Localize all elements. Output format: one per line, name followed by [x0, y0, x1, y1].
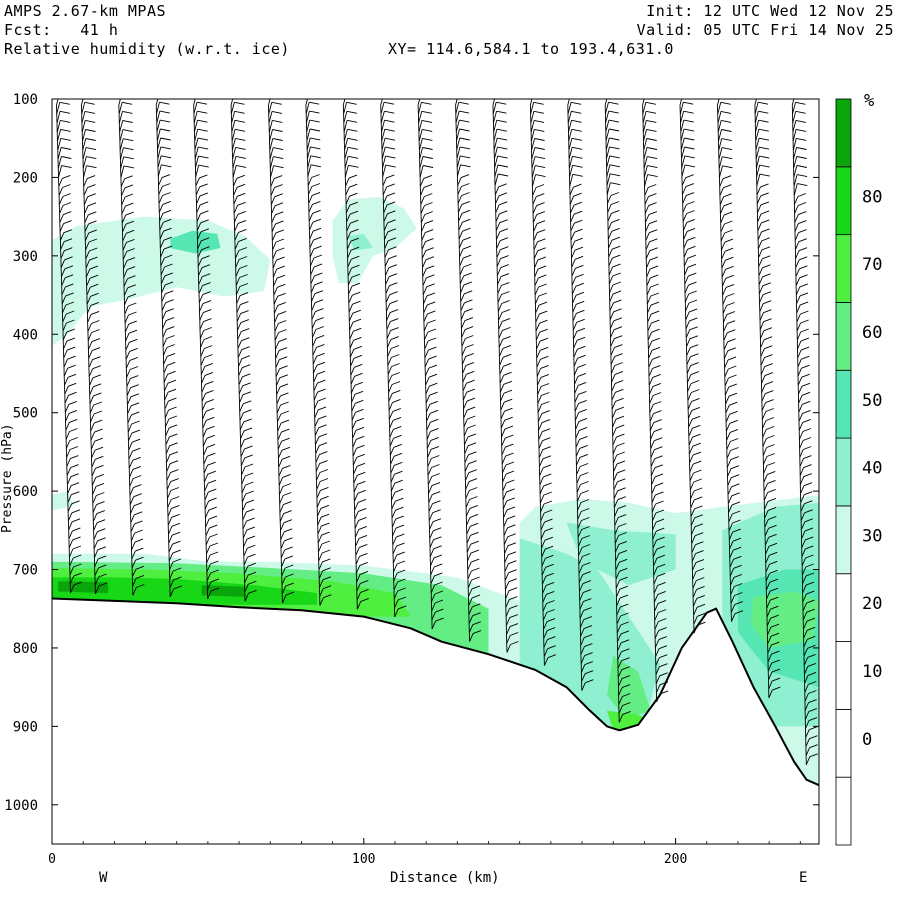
plot-frame — [51, 98, 820, 845]
wind-barb-profile — [642, 99, 669, 702]
colorbar-unit: % — [864, 91, 874, 111]
colorbar-label: 60 — [862, 323, 882, 343]
colorbar-swatch — [835, 641, 852, 710]
y-tick-label: 500 — [13, 406, 38, 422]
wind-barb-profile — [455, 99, 482, 642]
wind-barb-profile — [679, 99, 706, 634]
colorbar-swatch — [835, 573, 852, 642]
x-end-label-east: E — [799, 870, 807, 886]
colorbar-swatch — [835, 234, 852, 303]
x-tick-label: 100 — [352, 852, 375, 867]
colorbar-label: 40 — [862, 459, 882, 479]
colorbar-label: 70 — [862, 255, 882, 275]
colorbar-swatch — [835, 369, 852, 439]
wind-barb-profile — [80, 99, 108, 595]
colorbar-label: 20 — [862, 594, 882, 614]
colorbar-label: 30 — [862, 526, 882, 546]
y-tick-label: 600 — [13, 484, 38, 500]
rh-band-core — [52, 577, 317, 605]
x-tick-label: 0 — [48, 852, 56, 867]
y-tick-label: 300 — [13, 249, 38, 265]
wind-barb-profile — [717, 99, 744, 622]
rh-region-east-b — [566, 522, 676, 586]
rh-region-upper-central-core — [348, 233, 374, 251]
colorbar-label: 80 — [862, 187, 882, 207]
wind-barb-profile — [604, 99, 631, 723]
y-tick-label: 100 — [13, 92, 38, 108]
terrain-surface-line — [51, 597, 820, 787]
y-tick-label: 900 — [13, 719, 38, 735]
y-tick-label: 1000 — [4, 798, 38, 814]
wind-barb-profile — [342, 99, 369, 610]
y-tick-label: 700 — [13, 563, 38, 579]
colorbar-label: 50 — [862, 391, 882, 411]
rh-band-max-a — [58, 581, 109, 594]
wind-barb-profile — [155, 99, 182, 597]
colorbar-label: 10 — [862, 662, 882, 682]
wind-barb-profile — [417, 99, 444, 630]
cross-section-endpoints: XY= 114.6,584.1 to 193.4,631.0 — [388, 40, 674, 58]
y-tick-label: 200 — [13, 170, 38, 186]
x-tick-label: 200 — [664, 852, 687, 867]
wind-barb-profile — [193, 99, 220, 599]
valid-time: Valid: 05 UTC Fri 14 Nov 25 — [636, 21, 894, 39]
wind-barb-profile — [230, 99, 257, 602]
y-axis-label: Pressure (hPa) — [0, 423, 15, 533]
colorbar-swatch — [835, 708, 852, 778]
colorbar-label: 0 — [862, 730, 872, 750]
wind-barb-profile — [567, 99, 594, 691]
colorbar-swatch — [835, 505, 852, 575]
wind-barb-profile — [56, 99, 83, 594]
y-tick-label: 800 — [13, 641, 38, 657]
wind-barb-profile — [118, 99, 145, 596]
rh-band-max-b — [201, 585, 246, 597]
init-time: Init: 12 UTC Wed 12 Nov 25 — [646, 2, 894, 20]
wind-barb-profile — [492, 99, 519, 653]
forecast-hour: Fcst: 41 h — [4, 21, 119, 39]
rh-region-west-edge — [52, 491, 74, 511]
wind-barb-profile — [791, 99, 818, 765]
wind-barb-profile — [529, 99, 557, 666]
wind-barb-profile — [268, 99, 295, 604]
colorbar-swatch — [835, 98, 852, 168]
y-tick-label: 400 — [13, 327, 38, 343]
x-axis-label: Distance (km) — [390, 870, 500, 886]
colorbar-swatch — [835, 437, 852, 507]
colorbar-swatch — [835, 302, 852, 371]
rh-region-upper-central — [332, 197, 417, 284]
field-name: Relative humidity (w.r.t. ice) — [4, 40, 290, 58]
rh-region-upper-west-core — [170, 230, 221, 254]
colorbar-swatch — [835, 166, 852, 236]
colorbar-swatch — [835, 776, 852, 846]
x-end-label-west: W — [99, 870, 108, 886]
model-title: AMPS 2.67-km MPAS — [4, 2, 167, 20]
wind-barb-profile — [305, 99, 332, 606]
wind-barb-profile — [754, 99, 781, 699]
wind-barb-profile — [380, 99, 407, 618]
